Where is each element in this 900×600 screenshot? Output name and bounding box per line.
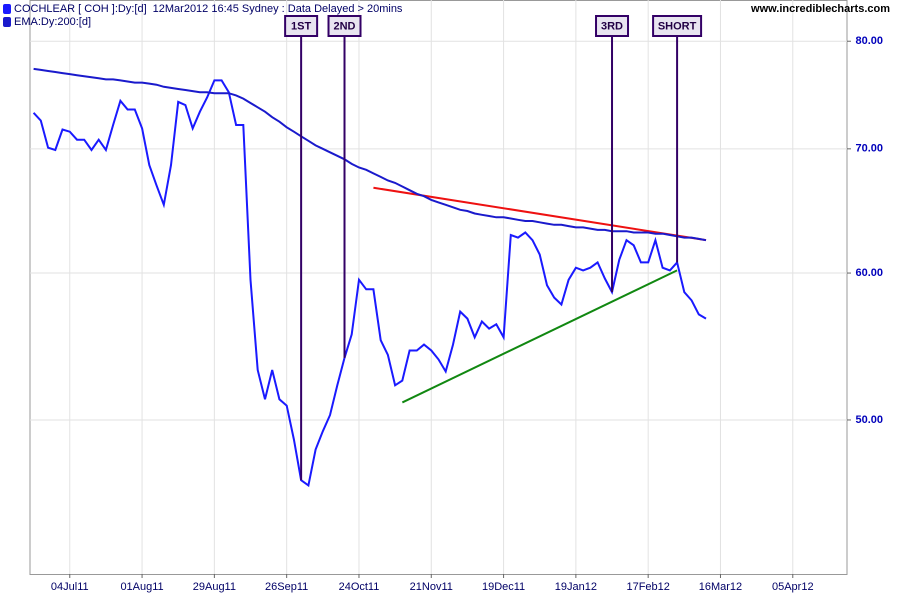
legend-swatch [3, 17, 11, 27]
x-tick-label: 26Sep11 [265, 581, 308, 593]
x-tick-label: 19Jan12 [555, 581, 597, 593]
x-tick-label: 17Feb12 [626, 581, 669, 593]
y-tick-label: 80.00 [855, 35, 883, 47]
x-tick-label: 04Jul11 [51, 581, 89, 593]
annotation-label: 3RD [601, 20, 623, 32]
y-tick-label: 50.00 [855, 414, 883, 426]
annotation-label: 1ST [291, 20, 311, 32]
legend-label: COCHLEAR [ COH ]:Dy:[d] [14, 3, 147, 15]
x-tick-label: 01Aug11 [120, 581, 163, 593]
legend-label: EMA:Dy:200:[d] [14, 16, 91, 28]
series-line [33, 67, 707, 242]
annotation-box [652, 15, 703, 37]
annotation-box [284, 15, 319, 37]
trend-line [401, 269, 678, 404]
x-tick-label: 24Oct11 [339, 581, 380, 593]
annotation-box [595, 15, 630, 37]
x-tick-label: 05Apr12 [772, 581, 814, 593]
annotation-box [327, 15, 362, 37]
trend-line [373, 186, 707, 242]
annotation-label: SHORT [658, 20, 697, 32]
x-tick-label: 29Aug11 [193, 581, 236, 593]
x-tick-label: 19Dec11 [482, 581, 525, 593]
y-tick-label: 60.00 [855, 267, 883, 279]
x-tick-label: 16Mar12 [699, 581, 742, 593]
series-line [32, 79, 707, 488]
chart-subtitle: 12Mar2012 16:45 Sydney : Data Delayed > … [153, 3, 403, 15]
x-tick-label: 21Nov11 [410, 581, 453, 593]
source-label: www.incrediblecharts.com [750, 3, 890, 15]
plot-frame [29, 0, 848, 575]
annotation: 3RD [595, 15, 630, 37]
y-tick-label: 70.00 [855, 143, 883, 155]
annotation: 2ND [327, 15, 362, 37]
annotation: SHORT [652, 15, 703, 37]
annotation: 1ST [284, 15, 319, 37]
annotation-label: 2ND [334, 20, 356, 32]
legend-swatch [3, 4, 11, 14]
